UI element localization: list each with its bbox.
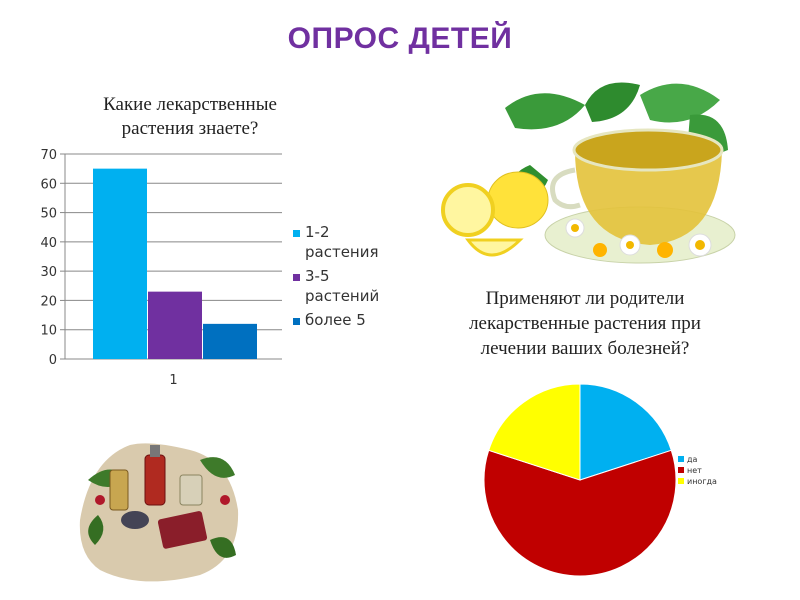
pie-legend-label: да bbox=[687, 455, 698, 464]
pie-slice bbox=[579, 383, 672, 481]
mint-leaf-icon bbox=[640, 83, 720, 123]
legend-label: 3-5 bbox=[305, 267, 330, 285]
berry-icon bbox=[220, 495, 230, 505]
legend-marker bbox=[293, 318, 300, 325]
bar bbox=[203, 323, 257, 359]
pie-slice bbox=[488, 383, 581, 481]
mint-leaf-icon bbox=[585, 82, 640, 122]
tea-surface-icon bbox=[572, 128, 724, 172]
y-tick-label: 70 bbox=[40, 148, 57, 163]
lemon-slice-icon bbox=[441, 183, 495, 237]
lemon-icon bbox=[487, 171, 549, 229]
y-tick-label: 40 bbox=[40, 236, 57, 251]
pie-legend-marker bbox=[678, 467, 684, 473]
book-icon bbox=[157, 511, 208, 549]
flower-center-icon bbox=[626, 241, 634, 249]
y-tick-label: 10 bbox=[40, 324, 57, 339]
flower-center-icon bbox=[571, 224, 579, 232]
bar-chart: 0 10 20 30 40 50 60 70 1 1-2 растения 3-5 растений бо… bbox=[40, 148, 379, 388]
mint-leaf-icon bbox=[505, 93, 585, 130]
tea-cup-icon bbox=[575, 150, 722, 245]
slide-title: ОПРОС ДЕТЕЙ bbox=[287, 22, 513, 55]
herb-leaf-icon bbox=[210, 537, 236, 558]
calendula-flower-icon bbox=[657, 242, 673, 258]
legend-label: более 5 bbox=[305, 311, 366, 329]
legend-label: растения bbox=[305, 243, 379, 261]
legend-marker bbox=[293, 274, 300, 281]
herb-leaf-icon bbox=[88, 515, 104, 545]
bar-chart-title: Какие лекарственные растения знаете? bbox=[103, 94, 277, 139]
bottle-icon bbox=[109, 469, 129, 511]
pie-chart-title: Применяют ли родители лекарственные раст… bbox=[469, 288, 701, 359]
legend-marker bbox=[293, 230, 300, 237]
tea-lemon-image bbox=[441, 82, 736, 264]
calendula-flower-icon bbox=[593, 243, 607, 257]
flower-center-icon bbox=[695, 240, 705, 250]
pie-chart: да нет иногда bbox=[483, 383, 717, 577]
pie-legend-marker bbox=[678, 456, 684, 462]
y-tick-label: 60 bbox=[40, 177, 57, 192]
pie-slice bbox=[483, 449, 677, 577]
pie-legend-marker bbox=[678, 478, 684, 484]
y-tick-label: 20 bbox=[40, 294, 57, 309]
legend-label: растений bbox=[305, 287, 379, 305]
herb-leaf-icon bbox=[200, 457, 235, 478]
bottle-icon bbox=[144, 454, 166, 506]
y-tick-label: 0 bbox=[49, 353, 57, 368]
y-tick-label: 50 bbox=[40, 207, 57, 222]
pie-legend-label: иногда bbox=[687, 477, 717, 486]
bottle-cap-icon bbox=[150, 445, 160, 457]
pie-legend-label: нет bbox=[687, 466, 702, 475]
mortar-icon bbox=[121, 511, 149, 529]
cup-handle-icon bbox=[550, 167, 581, 210]
bar bbox=[93, 168, 147, 359]
berry-icon bbox=[95, 495, 105, 505]
y-tick-label: 30 bbox=[40, 265, 57, 280]
legend-label: 1-2 bbox=[305, 223, 330, 241]
herbal-medicine-image bbox=[79, 443, 239, 582]
x-tick-label: 1 bbox=[169, 373, 177, 388]
bottle-icon bbox=[179, 474, 203, 506]
lemon-slice-icon bbox=[465, 238, 524, 257]
bar bbox=[148, 291, 202, 359]
